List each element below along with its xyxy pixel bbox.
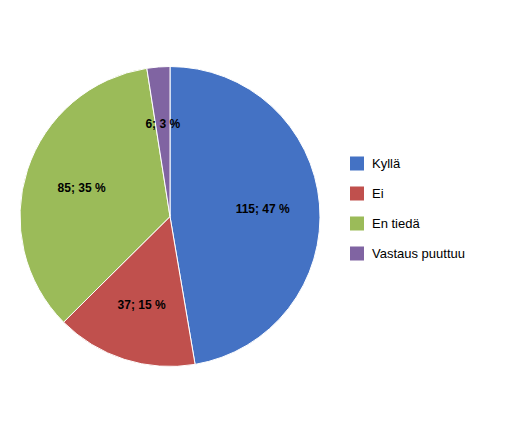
chart: 115; 47 % 37; 15 % 85; 35 % 6; 3 % Kyllä Ei En… [0,0,532,433]
pie: 115; 47 % 37; 15 % 85; 35 % 6; 3 % [20,67,320,367]
slices [20,67,320,367]
data-label: 115; 47 % [236,202,290,216]
data-labels: 115; 47 % 37; 15 % 85; 35 % 6; 3 % [58,117,290,312]
legend-swatch [350,187,364,201]
data-label: 6; 3 % [145,117,180,131]
legend-item: Vastaus puuttuu [350,246,465,261]
slice [170,67,320,365]
slice [147,67,170,217]
data-label: 85; 35 % [58,181,106,195]
legend-item: Ei [350,186,384,201]
slice [20,68,170,322]
legend-label: Ei [372,186,384,201]
legend: Kyllä Ei En tiedä Vastaus puuttuu [350,156,465,261]
legend-label: Kyllä [372,156,401,171]
legend-swatch [350,247,364,261]
data-label: 37; 15 % [118,298,166,312]
legend-swatch [350,157,364,171]
legend-swatch [350,217,364,231]
legend-item: En tiedä [350,216,420,231]
legend-label: Vastaus puuttuu [372,246,465,261]
legend-item: Kyllä [350,156,401,171]
legend-label: En tiedä [372,216,420,231]
